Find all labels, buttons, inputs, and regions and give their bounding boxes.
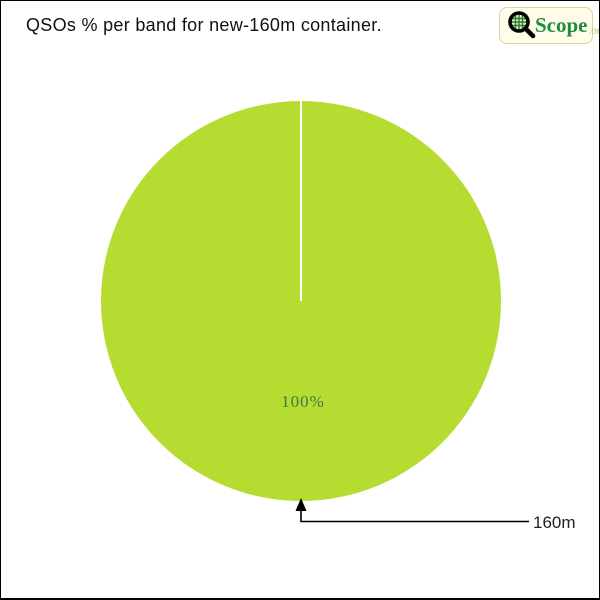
- percent-label: 100%: [281, 392, 325, 411]
- callout-label-160m: 160m: [533, 513, 576, 532]
- callout-arrow: [295, 498, 529, 523]
- qscope-logo[interactable]: Scope .org: [499, 7, 599, 44]
- chart-title: QSOs % per band for new-160m container.: [26, 15, 382, 35]
- logo-suffix: .org: [588, 26, 600, 37]
- logo-text: Scope: [535, 13, 588, 37]
- magnifier-globe-icon: [505, 9, 539, 43]
